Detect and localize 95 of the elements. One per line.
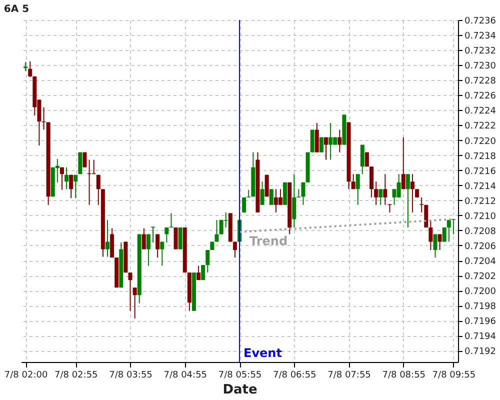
candlestick	[96, 174, 100, 206]
candlestick	[292, 174, 296, 228]
candlestick	[383, 174, 388, 206]
candlestick	[420, 196, 424, 213]
candlestick	[82, 152, 87, 168]
x-tick-label: 7/8 08:55	[382, 370, 426, 380]
candlestick	[146, 234, 150, 266]
candlestick	[356, 174, 360, 206]
candlestick	[424, 204, 428, 228]
y-tick-label: 0.7216	[464, 166, 496, 177]
candlestick	[374, 181, 378, 206]
candlestick	[401, 136, 406, 190]
x-tick-label: 7/8 09:55	[432, 370, 476, 380]
candlestick	[378, 188, 383, 206]
candlestick	[110, 228, 114, 258]
candlestick	[278, 188, 282, 206]
candlestick	[132, 287, 137, 319]
y-tick-label: 0.7200	[464, 287, 496, 298]
candlestick	[260, 181, 264, 206]
candlestick	[164, 226, 169, 243]
y-tick-label: 0.7212	[464, 196, 496, 207]
ref-line-label: Event	[244, 346, 282, 360]
candlestick	[351, 174, 356, 190]
y-tick-label: 0.7206	[464, 242, 496, 252]
candlestick	[128, 272, 132, 312]
candlestick	[169, 212, 174, 228]
candlestick	[388, 204, 392, 213]
candlestick	[360, 144, 364, 175]
candlestick	[178, 226, 182, 250]
y-tick-label: 0.7204	[464, 257, 496, 268]
y-tick-label: 0.7198	[464, 302, 496, 312]
y-tick-label: 0.7196	[464, 317, 496, 328]
candlestick	[142, 228, 146, 250]
candlestick	[283, 182, 288, 206]
x-tick-label: 7/8 02:00	[4, 370, 48, 380]
candlestick	[370, 166, 374, 198]
x-tick-label: 7/8 04:55	[164, 370, 208, 380]
candlestick	[201, 264, 206, 281]
candlestick	[301, 182, 306, 206]
y-tick-label: 0.7214	[464, 182, 496, 192]
candlestick	[214, 219, 219, 242]
x-tick-label: 7/8 07:55	[328, 370, 371, 380]
chart-title: 6A 5	[4, 4, 30, 15]
candlestick	[406, 174, 410, 228]
candlestick	[28, 60, 32, 78]
y-tick-label: 0.7202	[464, 272, 496, 282]
candlestick	[296, 188, 301, 198]
candlestick	[446, 219, 451, 242]
y-tick-label: 0.7226	[464, 92, 496, 102]
candlestick	[324, 136, 328, 160]
y-tick-label: 0.7234	[464, 32, 496, 42]
candlestick	[396, 174, 401, 198]
x-tick-label: 7/8 03:55	[109, 370, 152, 380]
candlestick	[410, 174, 414, 213]
y-tick-label: 0.7228	[464, 76, 496, 87]
x-tick-label: 7/8 05:55	[218, 370, 262, 380]
y-tick-label: 0.7236	[464, 16, 496, 26]
candlestick	[269, 188, 274, 206]
candlestick	[69, 174, 74, 199]
candlestick	[174, 226, 178, 250]
candlestick	[206, 250, 210, 274]
candlestick	[151, 226, 156, 243]
y-tick-label: 0.7194	[464, 332, 496, 342]
candlestick	[451, 218, 456, 235]
candlestick	[438, 234, 442, 251]
candlestick	[433, 234, 438, 258]
y-tick-label: 0.7232	[464, 46, 496, 57]
candlestick	[60, 166, 64, 190]
candlestick	[338, 129, 342, 153]
y-tick-label: 0.7192	[464, 347, 496, 358]
candlestick	[74, 174, 78, 199]
candlestick	[156, 234, 160, 258]
candlestick	[232, 241, 237, 258]
y-tick-label: 0.7222	[464, 122, 496, 132]
candlestick	[314, 122, 319, 153]
candlestick	[319, 136, 324, 153]
candlestick	[428, 219, 433, 251]
x-tick-label: 7/8 02:55	[54, 370, 98, 380]
series-label: Trend	[250, 234, 288, 248]
candlestick	[64, 166, 69, 190]
y-tick-label: 0.7210	[464, 212, 496, 222]
candlestick	[310, 129, 314, 153]
y-tick-label: 0.7208	[464, 226, 496, 237]
x-axis-title: Date	[222, 382, 258, 398]
candlestick	[24, 62, 28, 72]
y-tick-label: 0.7218	[464, 152, 496, 162]
candlestick	[160, 241, 164, 266]
candlestick	[105, 219, 110, 258]
y-tick-label: 0.7220	[464, 136, 496, 147]
candlestick	[328, 122, 333, 160]
y-tick-label: 0.7230	[464, 62, 496, 72]
x-tick-label: 7/8 06:55	[272, 370, 316, 380]
candlestick	[196, 265, 201, 281]
candlestick	[242, 196, 246, 213]
y-tick-label: 0.7224	[464, 106, 496, 117]
